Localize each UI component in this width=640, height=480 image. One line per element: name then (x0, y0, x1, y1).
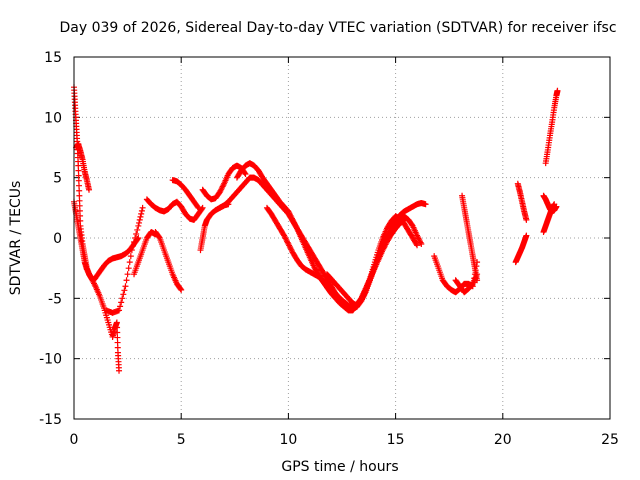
series-s6 (152, 228, 185, 293)
data-point (523, 216, 530, 223)
data-point (178, 286, 185, 293)
series-s22 (540, 201, 558, 235)
y-tick-label: -5 (48, 291, 62, 307)
data-point (523, 232, 530, 239)
series-s18 (512, 232, 530, 266)
series-s20 (542, 87, 561, 167)
data-point (124, 271, 131, 278)
y-tick-label: -10 (39, 352, 62, 368)
series-s3 (73, 140, 93, 193)
x-axis-label: GPS time / hours (281, 459, 398, 475)
data-point (136, 216, 143, 223)
x-tick-label: 15 (387, 432, 405, 448)
y-tick-label: -15 (39, 412, 62, 428)
data-point (76, 202, 83, 209)
data-point (474, 277, 481, 284)
x-tick-label: 0 (70, 432, 79, 448)
data-point (414, 242, 421, 249)
data-point (75, 177, 82, 184)
x-tick-label: 10 (279, 432, 297, 448)
x-tick-label: 5 (177, 432, 186, 448)
data-point (114, 339, 121, 346)
data-point (116, 307, 123, 314)
data-point (198, 205, 205, 212)
data-point (129, 243, 136, 250)
chart-title: Day 039 of 2026, Sidereal Day-to-day VTE… (59, 20, 616, 36)
x-tick-labels: 0 5 10 15 20 25 (70, 432, 619, 448)
data-point (551, 201, 558, 208)
data-point (76, 182, 83, 189)
series-s14 (323, 213, 421, 309)
series-s7 (143, 196, 206, 223)
data-point (122, 283, 129, 290)
data-point (156, 233, 163, 240)
y-axis-label: SDTVAR / TECUs (8, 181, 24, 296)
y-tick-labels: -15 -10 -5 0 5 10 15 (39, 50, 62, 428)
data-point (422, 201, 429, 208)
y-tick-label: 0 (53, 231, 62, 247)
data-point (114, 334, 121, 341)
data-point (76, 207, 83, 214)
data-point (135, 222, 142, 229)
data-point (117, 303, 124, 310)
data-point (177, 285, 184, 292)
data-point (118, 299, 125, 306)
data-point (138, 207, 145, 214)
data-point (125, 265, 132, 272)
data-point (126, 259, 133, 266)
data-point (114, 344, 121, 351)
data-point (133, 230, 140, 237)
data-point (139, 204, 146, 211)
data-point (554, 87, 561, 94)
data-point (116, 367, 123, 374)
data-point (77, 217, 84, 224)
data-point (138, 210, 145, 217)
data-point (195, 204, 202, 211)
data-point (75, 162, 82, 169)
data-point (241, 170, 248, 177)
x-tick-label: 20 (494, 432, 512, 448)
series-s4 (103, 204, 146, 316)
data-point (128, 247, 135, 254)
data-point (132, 235, 139, 241)
data-point (413, 241, 420, 248)
data-point (194, 203, 201, 210)
data-point (75, 172, 82, 179)
data-point (113, 319, 120, 326)
grid-lines (74, 57, 610, 419)
series-s11 (216, 174, 408, 311)
data-point (75, 167, 82, 174)
y-tick-label: 5 (53, 171, 62, 187)
data-point (131, 239, 138, 246)
data-point (136, 219, 143, 226)
data-point (119, 295, 126, 302)
data-point (137, 213, 144, 220)
data-point (123, 277, 130, 284)
data-point (418, 241, 425, 248)
data-points (71, 84, 561, 374)
data-point (76, 197, 83, 204)
data-point (114, 324, 121, 331)
series-s8 (169, 177, 202, 211)
data-point (242, 171, 249, 178)
data-point (127, 253, 134, 260)
series-s19 (514, 180, 530, 223)
series-s2 (71, 198, 123, 374)
plot-area-frame (73, 56, 611, 420)
x-tick-label: 25 (601, 432, 619, 448)
data-point (76, 192, 83, 199)
data-point (86, 186, 93, 193)
series-s17 (459, 192, 481, 284)
data-point (120, 291, 127, 298)
y-tick-label: 15 (44, 50, 62, 66)
data-point (114, 329, 121, 336)
data-point (121, 287, 128, 294)
data-point (76, 187, 83, 194)
data-point (134, 226, 141, 233)
y-tick-label: 10 (44, 110, 62, 126)
